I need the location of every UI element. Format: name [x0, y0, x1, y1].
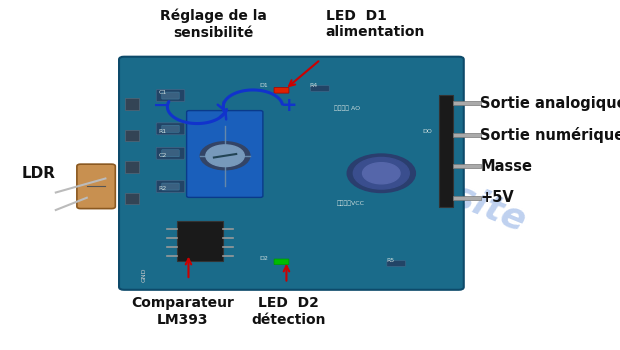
Text: Masse: Masse	[480, 159, 533, 174]
FancyBboxPatch shape	[156, 123, 185, 135]
Bar	[453, 196, 480, 200]
FancyBboxPatch shape	[187, 111, 263, 197]
Bar	[453, 133, 480, 137]
FancyBboxPatch shape	[156, 90, 185, 102]
Text: R1: R1	[158, 129, 167, 134]
FancyBboxPatch shape	[274, 259, 289, 265]
Text: C2: C2	[158, 153, 167, 158]
Bar	[125, 193, 139, 204]
Text: Réglage de la
sensibilité: Réglage de la sensibilité	[161, 9, 267, 40]
Text: D2: D2	[259, 257, 268, 261]
Text: Sortie numérique (0 - 5V): Sortie numérique (0 - 5V)	[480, 127, 620, 143]
FancyBboxPatch shape	[162, 183, 179, 190]
FancyBboxPatch shape	[156, 147, 185, 159]
FancyBboxPatch shape	[162, 125, 179, 132]
Text: GND: GND	[141, 268, 146, 282]
Text: R4: R4	[309, 83, 317, 88]
Text: +: +	[281, 96, 297, 114]
Bar	[125, 98, 139, 110]
FancyBboxPatch shape	[162, 92, 179, 99]
Text: C1: C1	[158, 90, 167, 95]
Bar	[125, 130, 139, 141]
FancyBboxPatch shape	[311, 86, 329, 91]
Circle shape	[347, 154, 415, 192]
Bar	[439, 94, 453, 206]
Circle shape	[363, 163, 400, 184]
FancyBboxPatch shape	[274, 88, 289, 93]
Text: −: −	[153, 96, 169, 114]
Text: arduino.fr.site: arduino.fr.site	[250, 98, 531, 238]
Text: DO: DO	[423, 129, 433, 134]
FancyBboxPatch shape	[156, 181, 185, 192]
Text: LED  D1
alimentation: LED D1 alimentation	[326, 9, 425, 40]
Text: LDR: LDR	[22, 166, 55, 181]
Bar	[453, 101, 480, 105]
FancyBboxPatch shape	[119, 57, 464, 290]
Text: +5V: +5V	[480, 190, 514, 205]
FancyBboxPatch shape	[77, 164, 115, 209]
Bar	[177, 220, 223, 261]
Text: Sortie analogique (N.C.): Sortie analogique (N.C.)	[480, 96, 620, 111]
Text: R2: R2	[158, 187, 167, 191]
Text: Comparateur
LM393: Comparateur LM393	[131, 296, 234, 327]
Bar	[125, 161, 139, 173]
Circle shape	[206, 145, 244, 167]
Text: LED  D2
détection: LED D2 détection	[251, 296, 326, 327]
Text: 电源提示 AO: 电源提示 AO	[334, 106, 360, 111]
FancyBboxPatch shape	[162, 150, 179, 157]
Text: D1: D1	[259, 83, 268, 88]
Text: R5: R5	[386, 258, 395, 263]
Circle shape	[353, 158, 409, 189]
Bar	[453, 164, 480, 168]
Circle shape	[200, 142, 250, 170]
FancyBboxPatch shape	[387, 261, 405, 266]
Text: 信号提示VCC: 信号提示VCC	[336, 200, 365, 206]
